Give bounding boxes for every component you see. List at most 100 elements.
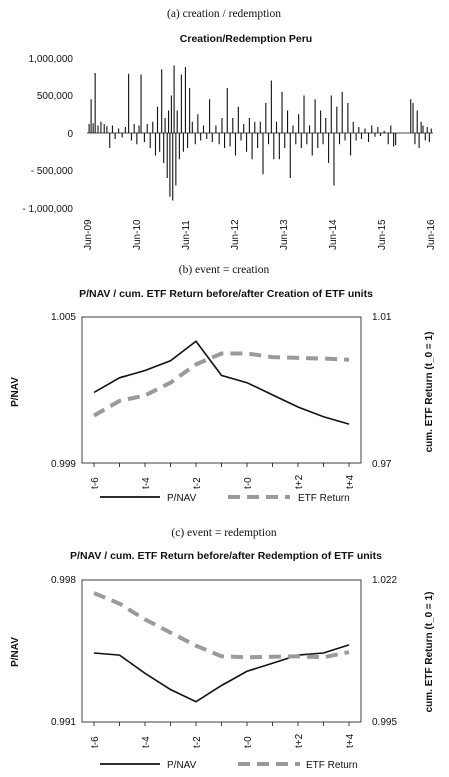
bar-56 bbox=[226, 88, 228, 133]
panel-b-right-axis-label: cum. ETF Return (t_0 = 1) bbox=[424, 332, 435, 453]
bar-28 bbox=[163, 133, 165, 163]
bar-114 bbox=[390, 125, 392, 133]
bar-108 bbox=[371, 125, 373, 133]
panel-a-bars bbox=[88, 65, 432, 201]
bar-14 bbox=[128, 73, 130, 133]
panel-c-right-tick-top: 1.022 bbox=[372, 575, 397, 586]
bar-24 bbox=[154, 133, 157, 156]
bar-80 bbox=[292, 125, 294, 133]
panel-b-left-tick-bottom: 0.999 bbox=[51, 459, 76, 470]
bar-55 bbox=[224, 133, 226, 148]
bar-67 bbox=[257, 133, 259, 148]
bar-77 bbox=[284, 133, 286, 148]
x-tick-jun-15: Jun-15 bbox=[377, 219, 388, 250]
bar-9 bbox=[111, 125, 113, 133]
bar-72 bbox=[270, 80, 272, 133]
bar-65 bbox=[251, 133, 253, 160]
bar-107 bbox=[367, 133, 370, 142]
bar-47 bbox=[200, 133, 202, 141]
bar-122 bbox=[420, 121, 422, 133]
bar-8 bbox=[109, 133, 111, 148]
bar-101 bbox=[350, 133, 352, 156]
panel-c-left-axis-label: P/NAV bbox=[10, 637, 21, 667]
x-tick-t+4: t+4 bbox=[345, 733, 356, 748]
x-tick-jun-09: Jun-09 bbox=[83, 219, 94, 250]
bar-61 bbox=[240, 133, 242, 141]
bar-113 bbox=[387, 133, 389, 145]
x-tick-t-2: t-2 bbox=[192, 736, 203, 748]
panel-c-legend: P/NAV ETF Return bbox=[100, 760, 358, 771]
bar-15 bbox=[130, 133, 133, 141]
panel-b-right-tick-top: 1.01 bbox=[372, 312, 392, 323]
bar-39 bbox=[180, 74, 182, 133]
bar-63 bbox=[246, 133, 248, 152]
bar-20 bbox=[143, 133, 145, 142]
bar-66 bbox=[254, 121, 256, 133]
x-tick-t-4: t-4 bbox=[141, 736, 152, 748]
x-tick-t-4: t-4 bbox=[141, 477, 152, 489]
bar-79 bbox=[289, 133, 291, 178]
bar-3 bbox=[94, 73, 96, 133]
y-tick-1000000: 1,000,000 bbox=[29, 54, 74, 65]
bar-19 bbox=[140, 74, 142, 133]
bar-112 bbox=[383, 130, 385, 133]
bar-116 bbox=[395, 133, 397, 145]
series-line-etf-return bbox=[93, 591, 350, 660]
bar-124 bbox=[424, 133, 426, 141]
panel-c-right-tick-bottom: 0.995 bbox=[372, 717, 397, 728]
y-tick-minus-1000000: - 1,000,000 bbox=[22, 204, 73, 215]
bar-119 bbox=[414, 133, 416, 145]
bar-111 bbox=[379, 133, 382, 136]
bar-23 bbox=[152, 121, 154, 133]
bar-104 bbox=[358, 127, 360, 133]
bar-6 bbox=[103, 124, 105, 133]
legend-label-pnav: P/NAV bbox=[167, 760, 197, 771]
bar-54 bbox=[221, 118, 223, 133]
bar-76 bbox=[281, 91, 283, 133]
bar-92 bbox=[325, 118, 327, 133]
panel-b-legend: P/NAV ETF Return bbox=[100, 493, 350, 504]
panel-c-left-tick-bottom: 0.991 bbox=[51, 717, 76, 728]
y-tick-0: 0 bbox=[67, 129, 73, 140]
bar-89 bbox=[317, 133, 319, 148]
bar-22 bbox=[149, 133, 151, 148]
bar-17 bbox=[136, 133, 138, 145]
bar-109 bbox=[374, 133, 376, 137]
bar-93 bbox=[328, 133, 330, 163]
bar-84 bbox=[303, 95, 305, 133]
bar-126 bbox=[428, 133, 430, 142]
bar-105 bbox=[360, 133, 363, 139]
bar-94 bbox=[330, 95, 332, 133]
bar-110 bbox=[377, 127, 379, 133]
panel-a-title: Creation/Redemption Peru bbox=[180, 33, 312, 45]
panel-c-series bbox=[93, 591, 350, 703]
bar-35 bbox=[173, 65, 175, 133]
x-tick-jun-14: Jun-14 bbox=[328, 219, 339, 250]
bar-74 bbox=[275, 121, 278, 133]
bar-97 bbox=[338, 133, 341, 145]
x-tick-t+4: t+4 bbox=[345, 474, 356, 489]
panel-b-left-tick-top: 1.005 bbox=[51, 312, 76, 323]
bar-43 bbox=[189, 88, 191, 133]
panel-c-left-tick-top: 0.998 bbox=[51, 575, 76, 586]
bar-71 bbox=[267, 133, 270, 145]
x-tick-t-6: t-6 bbox=[90, 736, 101, 748]
bar-98 bbox=[341, 91, 343, 133]
panel-c-plot-frame bbox=[81, 579, 362, 723]
bar-50 bbox=[209, 99, 211, 133]
bar-96 bbox=[336, 106, 338, 133]
bar-4 bbox=[97, 125, 99, 133]
panel-c-right-axis-label: cum. ETF Return (t_0 = 1) bbox=[424, 592, 435, 713]
bar-120 bbox=[416, 110, 418, 133]
bar-125 bbox=[426, 127, 428, 133]
x-tick-jun-11: Jun-11 bbox=[181, 220, 192, 250]
bar-16 bbox=[133, 124, 135, 133]
bar-45 bbox=[194, 133, 196, 145]
x-tick-t+2: t+2 bbox=[294, 474, 305, 489]
panel-a-caption: (a) creation / redemption bbox=[167, 8, 281, 20]
bar-34 bbox=[172, 133, 174, 201]
x-tick-t-0: t-0 bbox=[243, 736, 254, 748]
legend-label-etf-return: ETF Return bbox=[306, 760, 358, 771]
panel-b-series bbox=[93, 340, 350, 425]
panel-c-caption: (c) event = redemption bbox=[171, 527, 276, 539]
